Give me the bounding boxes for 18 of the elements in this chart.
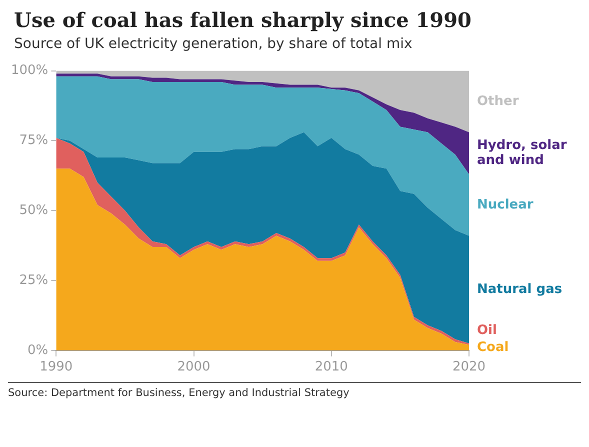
- x-tick-label: 2000: [177, 360, 210, 375]
- chart-title: Use of coal has fallen sharply since 1990: [14, 8, 472, 32]
- series-label: Natural gas: [477, 282, 562, 297]
- chart-subtitle: Source of UK electricity generation, by share of total mix: [14, 36, 414, 52]
- series-label: Hydro, solar and wind: [477, 138, 568, 168]
- x-tick-label: 2010: [314, 360, 348, 375]
- series-label: Other: [477, 94, 520, 109]
- series-label: Coal: [477, 340, 509, 355]
- x-tick-label: 2020: [452, 360, 486, 375]
- y-tick-label: 0%: [28, 342, 48, 358]
- y-tick-label: 100%: [10, 63, 48, 78]
- x-tick-label: 1990: [40, 360, 73, 375]
- series-label: Oil: [477, 322, 497, 338]
- y-tick-label: 25%: [19, 272, 48, 288]
- source-note: Source: Department for Business, Energy and Industrial Strategy: [8, 382, 581, 399]
- y-tick-label: 75%: [19, 133, 48, 148]
- y-tick-label: 50%: [19, 202, 48, 218]
- series-label: Nuclear: [477, 197, 534, 212]
